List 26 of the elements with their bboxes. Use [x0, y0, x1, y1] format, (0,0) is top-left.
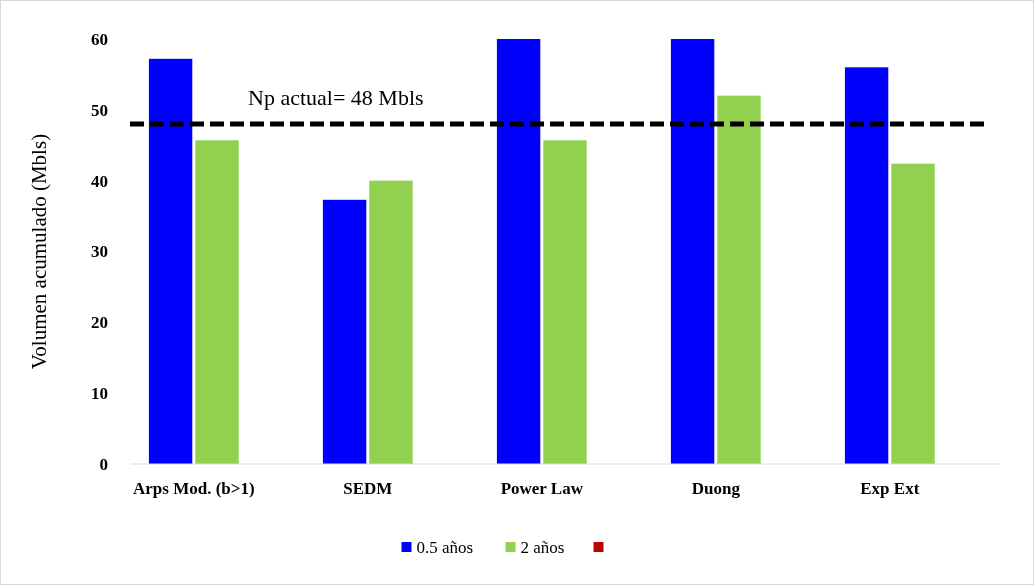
bar [496, 39, 541, 464]
bar [543, 140, 587, 464]
legend-label: 2 años [520, 538, 565, 557]
x-tick-label: Power Law [500, 479, 584, 498]
bar [195, 140, 239, 464]
y-tick-label: 30 [91, 242, 108, 262]
legend-label: 0.5 años [416, 538, 474, 557]
bar [891, 163, 935, 464]
y-tick-label: 0 [99, 454, 108, 474]
y-tick-label: 10 [91, 384, 108, 404]
x-tick-label: Exp Ext [860, 479, 920, 498]
bar [148, 58, 193, 464]
bar [670, 39, 715, 464]
ref-line-label: Np actual= 48 Mbls [248, 85, 424, 110]
y-tick-label: 60 [91, 29, 108, 49]
x-tick-label: Arps Mod. (b>1) [133, 479, 255, 498]
bar [717, 95, 761, 464]
x-tick-label: Duong [691, 479, 741, 498]
y-tick-label: 20 [91, 313, 108, 333]
bar [322, 199, 367, 464]
y-tick-label: 40 [91, 171, 108, 191]
bar [844, 67, 889, 464]
y-axis-title: Volumen acumulado (Mbls) [27, 133, 51, 370]
x-tick-label: SEDM [343, 479, 393, 498]
bar [369, 180, 413, 464]
y-tick-label: 50 [91, 100, 108, 120]
